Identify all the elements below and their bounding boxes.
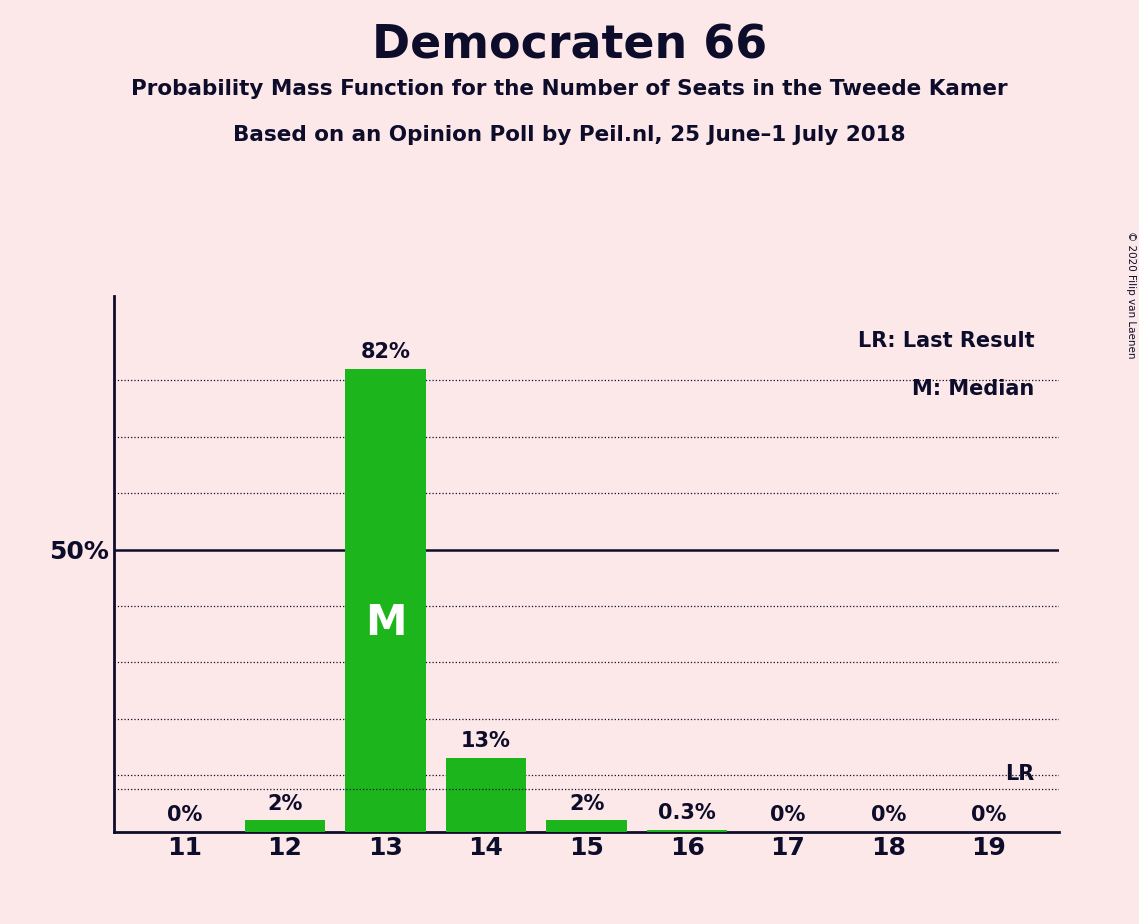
Text: M: M <box>364 602 407 644</box>
Bar <box>547 821 626 832</box>
Text: Democraten 66: Democraten 66 <box>371 23 768 68</box>
Text: 82%: 82% <box>361 342 410 362</box>
Text: 0%: 0% <box>770 805 805 825</box>
Bar <box>345 369 426 832</box>
Text: 13%: 13% <box>461 732 511 751</box>
Text: 2%: 2% <box>268 794 303 813</box>
Text: M: Median: M: Median <box>912 379 1034 399</box>
Text: Probability Mass Function for the Number of Seats in the Tweede Kamer: Probability Mass Function for the Number… <box>131 79 1008 99</box>
Text: LR: Last Result: LR: Last Result <box>858 331 1034 350</box>
Text: © 2020 Filip van Laenen: © 2020 Filip van Laenen <box>1126 231 1136 359</box>
Bar <box>245 821 325 832</box>
Text: 0.3%: 0.3% <box>658 803 716 823</box>
Bar <box>445 759 526 832</box>
Bar <box>647 830 728 832</box>
Text: 0%: 0% <box>870 805 906 825</box>
Text: Based on an Opinion Poll by Peil.nl, 25 June–1 July 2018: Based on an Opinion Poll by Peil.nl, 25 … <box>233 125 906 145</box>
Text: LR: LR <box>1005 763 1034 784</box>
Text: 0%: 0% <box>972 805 1007 825</box>
Text: 2%: 2% <box>568 794 605 813</box>
Text: 0%: 0% <box>166 805 202 825</box>
